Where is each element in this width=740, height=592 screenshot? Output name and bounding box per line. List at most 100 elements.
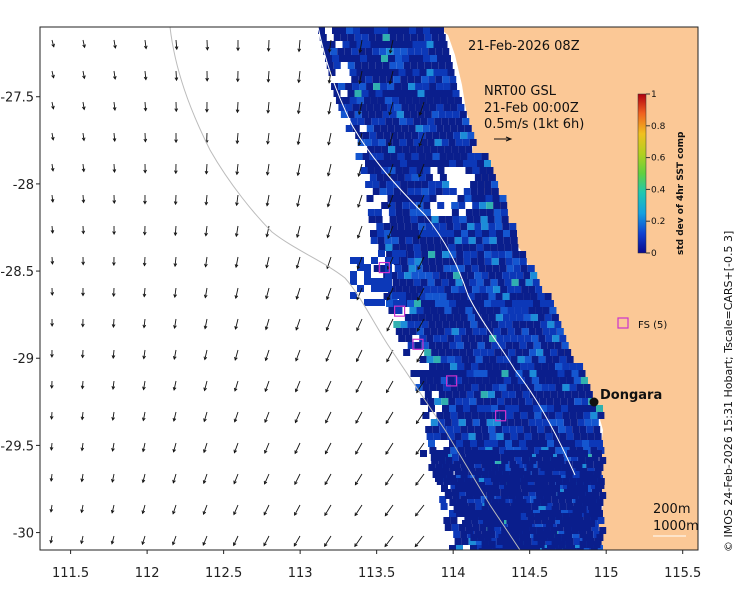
- sst-cell: [445, 62, 453, 69]
- sst-cell: [593, 426, 601, 433]
- sst-cell: [428, 300, 435, 307]
- sst-cell: [540, 534, 548, 541]
- sst-cell: [353, 27, 360, 34]
- current-vector-head: [265, 233, 270, 238]
- sst-cell: [514, 454, 522, 461]
- station-marker[interactable]: [378, 261, 390, 274]
- contour-200m-line: [169, 27, 521, 550]
- sst-cell: [549, 489, 557, 496]
- current-vector: [325, 349, 332, 362]
- current-vector-head: [263, 511, 267, 516]
- sst-cell: [512, 251, 520, 258]
- sst-cell: [491, 251, 499, 258]
- sst-cell: [552, 335, 560, 342]
- sst-cell: [442, 258, 450, 265]
- sst-cell: [407, 48, 415, 55]
- current-vector: [264, 442, 270, 454]
- sst-cell: [478, 363, 486, 370]
- sst-cell: [493, 419, 501, 426]
- sst-cell: [410, 370, 418, 377]
- sst-cell: [463, 464, 471, 471]
- sst-cell: [429, 195, 437, 202]
- timestamp-label: 21-Feb-2026 08Z: [468, 39, 580, 54]
- current-vector: [266, 194, 270, 206]
- sst-cell: [533, 440, 540, 447]
- sst-cell: [575, 499, 583, 506]
- sst-cell: [525, 520, 532, 527]
- sst-cell: [333, 34, 341, 41]
- sst-cell: [409, 55, 416, 62]
- sst-cell: [432, 314, 440, 321]
- sst-cell: [516, 471, 524, 478]
- sst-cell: [483, 279, 491, 286]
- station-marker[interactable]: [394, 305, 406, 317]
- current-vector: [328, 101, 332, 114]
- sst-cell: [488, 314, 496, 321]
- sst-cell: [498, 300, 505, 307]
- sst-cell: [593, 541, 601, 548]
- sst-cell: [552, 356, 560, 363]
- sst-cell: [323, 48, 331, 55]
- sst-cell: [546, 398, 554, 405]
- sst-cell: [432, 223, 440, 230]
- sst-cell: [405, 230, 412, 237]
- sst-cell: [447, 377, 455, 384]
- sst-cell: [431, 370, 439, 377]
- sst-cell: [461, 237, 469, 244]
- current-vector: [354, 504, 363, 516]
- current-vector-head: [264, 357, 269, 362]
- colorbar-tick-label: 0: [651, 249, 657, 259]
- sst-cell: [555, 384, 563, 391]
- sst-cell: [453, 153, 461, 160]
- sst-cell: [476, 279, 484, 286]
- sst-cell: [510, 433, 518, 440]
- sst-cell: [394, 125, 402, 132]
- current-vector: [414, 535, 425, 547]
- sst-cell: [475, 538, 483, 545]
- sst-cell: [489, 377, 497, 384]
- current-vector-head: [50, 198, 55, 203]
- sst-cell: [470, 160, 477, 167]
- sst-cell: [552, 468, 560, 475]
- sst-cell: [514, 328, 522, 335]
- sst-cell: [464, 384, 472, 391]
- sst-cell: [495, 293, 503, 300]
- current-vector-head: [80, 416, 85, 421]
- sst-cell: [370, 230, 377, 237]
- sst-cell: [491, 300, 498, 307]
- current-vector-head: [266, 109, 270, 114]
- sst-cell: [462, 118, 470, 125]
- current-vector-head: [387, 235, 391, 240]
- sst-cell: [475, 237, 483, 244]
- sst-cell: [484, 300, 491, 307]
- sst-cell: [423, 55, 430, 62]
- sst-cell: [492, 265, 500, 272]
- current-vector: [355, 380, 363, 393]
- current-vector: [82, 70, 85, 79]
- station-marker[interactable]: [495, 410, 507, 422]
- sst-cell: [332, 27, 339, 34]
- sst-cell: [420, 118, 428, 125]
- sst-cell: [513, 513, 521, 520]
- sst-cell: [538, 468, 546, 475]
- dongara-town-dot[interactable]: [589, 397, 599, 407]
- sst-cell: [393, 160, 400, 167]
- sst-cell: [590, 548, 598, 550]
- sst-cell: [479, 286, 487, 293]
- station-marker[interactable]: [446, 375, 458, 387]
- current-vector-head: [51, 43, 55, 48]
- sst-cell: [424, 34, 432, 41]
- current-vector-head: [51, 105, 55, 110]
- current-vector: [324, 535, 332, 547]
- colorbar-tick-label: 0.8: [651, 122, 666, 132]
- sst-cell: [520, 478, 528, 485]
- fs-station-marker[interactable]: [617, 317, 629, 329]
- current-vector-head: [234, 356, 238, 361]
- sst-cell: [446, 272, 454, 279]
- current-vector: [325, 442, 332, 454]
- sst-cell: [444, 146, 452, 153]
- sst-cell: [368, 90, 376, 97]
- sst-cell: [472, 286, 480, 293]
- station-marker[interactable]: [412, 338, 424, 350]
- current-vector-head: [234, 264, 239, 269]
